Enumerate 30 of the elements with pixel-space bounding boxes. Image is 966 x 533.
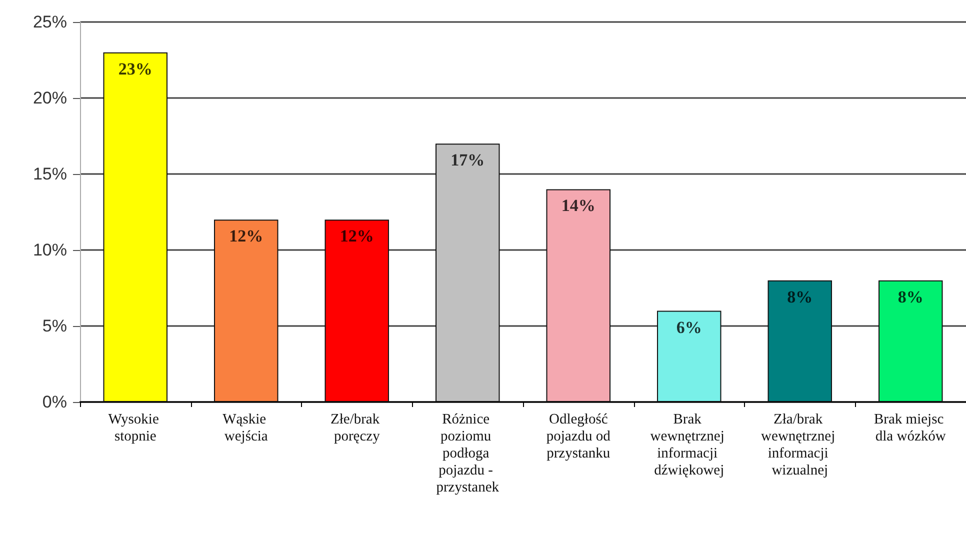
data-label: 8% — [898, 287, 924, 306]
bar — [214, 220, 278, 402]
x-tick-label: Różnice poziomu podłoga pojazdu - przystanek — [436, 412, 500, 496]
bar — [878, 280, 943, 402]
x-tick-label: Zła/brak wewnętrznej informacji wizualnej — [761, 412, 839, 478]
data-label: 14% — [561, 196, 596, 216]
data-label: 6% — [676, 318, 702, 337]
data-label: 23% — [118, 59, 152, 78]
x-tick-label: Brak miejsc dla wózków — [874, 412, 948, 444]
bar — [657, 310, 722, 402]
bar — [546, 189, 610, 402]
data-label: 12% — [340, 226, 374, 246]
x-tick-label: Odległość pojazdu od przystanku — [542, 412, 614, 462]
x-tick-label: Złe/brak poręczy — [330, 412, 384, 444]
bar — [103, 52, 168, 402]
y-tick-label: 25% — [32, 12, 67, 32]
x-tick-label: Wysokie stopnie — [108, 412, 163, 444]
y-tick-label: 5% — [42, 316, 67, 336]
y-tick-label: 10% — [32, 240, 67, 260]
y-tick-label: 15% — [32, 164, 67, 184]
y-tick-label: 0% — [42, 392, 67, 412]
data-label: 8% — [787, 287, 813, 306]
x-tick-label: Wąskie wejścia — [222, 412, 270, 444]
data-label: 17% — [450, 150, 485, 170]
bar — [768, 280, 832, 402]
x-tick-label: Brak wewnętrznej informacji dźwiękowej — [650, 412, 728, 478]
bar — [324, 220, 389, 402]
y-tick-label: 20% — [32, 88, 67, 108]
bar — [436, 144, 500, 402]
data-label: 12% — [229, 226, 264, 246]
